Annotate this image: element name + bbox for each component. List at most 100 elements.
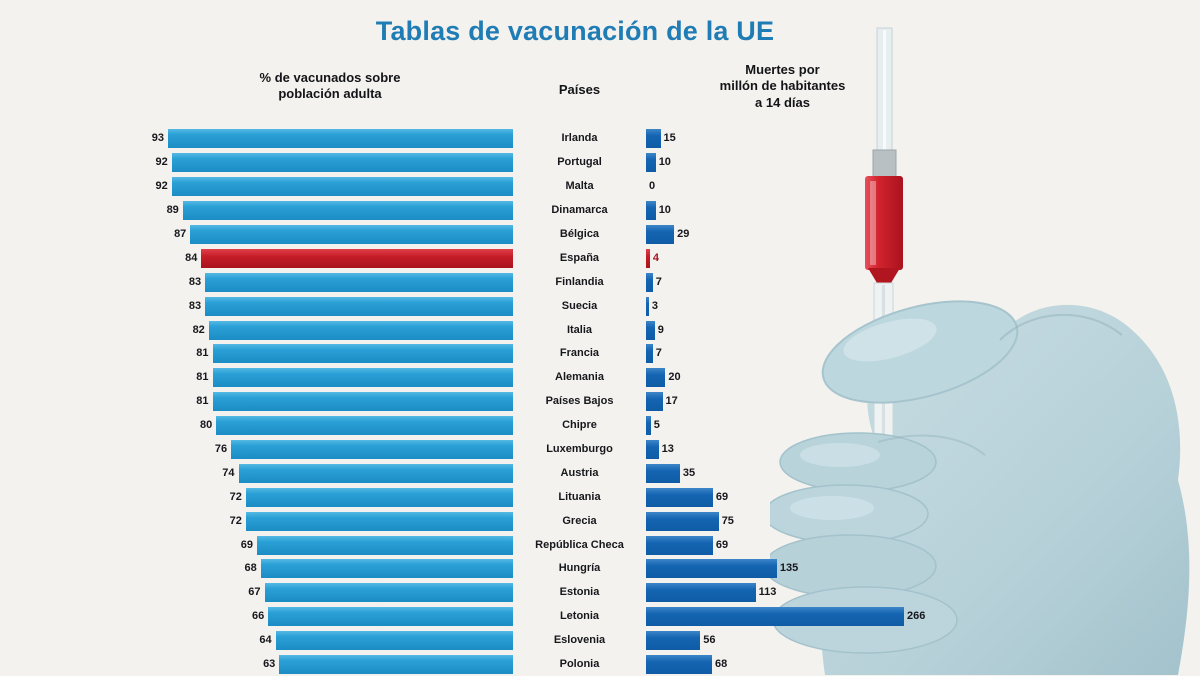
vaccination-value: 84 xyxy=(185,251,198,264)
chart-row: 92 Malta 0 xyxy=(148,175,948,199)
deaths-bar xyxy=(646,368,666,388)
chart-row: 68 Hungría 135 xyxy=(148,557,948,581)
chart-row: 66 Letonia 266 xyxy=(148,605,948,629)
vaccination-value: 72 xyxy=(229,490,242,503)
chart-row: 82 Italia 9 xyxy=(148,318,948,342)
vaccination-bar xyxy=(245,511,513,531)
vaccination-value: 83 xyxy=(188,299,202,312)
deaths-bar xyxy=(646,559,777,579)
deaths-value: 15 xyxy=(663,132,676,145)
glove-fingers xyxy=(770,300,1123,654)
vaccination-bar xyxy=(264,583,513,603)
country-label: España xyxy=(559,251,600,264)
vaccination-value: 80 xyxy=(199,419,213,432)
deaths-value: 35 xyxy=(682,466,696,479)
country-label: Italia xyxy=(566,323,593,336)
deaths-value: 10 xyxy=(658,204,671,217)
vaccination-value: 63 xyxy=(263,658,276,671)
country-label: Luxemburgo xyxy=(546,443,613,456)
deaths-bar xyxy=(646,153,656,173)
country-label: Malta xyxy=(565,180,594,193)
vaccination-bar xyxy=(190,225,513,244)
deaths-value: 13 xyxy=(661,443,674,456)
chart-row: 81 Francia 7 xyxy=(148,342,948,366)
vaccination-bar xyxy=(168,129,513,149)
country-label: Polonia xyxy=(559,658,600,671)
chart-row: 81 Países Bajos 17 xyxy=(148,390,948,414)
deaths-bar xyxy=(646,607,904,627)
vaccination-bar xyxy=(260,559,513,579)
syringe-barrel-liquid xyxy=(865,176,903,270)
deaths-value: 69 xyxy=(715,490,729,503)
chart-row: 67 Estonia 113 xyxy=(148,581,948,605)
vaccination-bar xyxy=(231,440,513,460)
deaths-value: 3 xyxy=(651,299,659,312)
chart-row: 87 Bélgica 29 xyxy=(148,223,948,247)
deaths-bar xyxy=(646,201,656,221)
vaccination-bar xyxy=(212,392,513,412)
vaccination-value: 81 xyxy=(196,347,209,360)
country-label: Austria xyxy=(560,466,599,479)
chart-row: 74 Austria 35 xyxy=(148,461,948,485)
deaths-bar xyxy=(646,225,675,244)
deaths-bar xyxy=(646,344,653,364)
vaccination-bar xyxy=(182,201,513,221)
deaths-bar xyxy=(646,272,653,292)
country-label: Grecia xyxy=(562,514,597,527)
deaths-bar xyxy=(646,296,649,316)
deaths-value: 75 xyxy=(721,514,734,527)
deaths-bar xyxy=(646,631,701,651)
deaths-value: 20 xyxy=(668,371,681,384)
country-label: Letonia xyxy=(559,610,600,623)
deaths-value: 29 xyxy=(677,228,690,240)
vaccination-value: 72 xyxy=(229,514,242,527)
deaths-bar xyxy=(646,416,651,436)
deaths-value: 9 xyxy=(657,323,664,336)
vaccination-value: 69 xyxy=(240,538,253,551)
country-label: Bélgica xyxy=(559,228,600,240)
deaths-bar xyxy=(646,655,712,675)
deaths-value: 69 xyxy=(715,538,729,551)
vaccination-bar xyxy=(212,368,513,388)
deaths-value: 7 xyxy=(655,275,662,288)
hand-holding-syringe-illustration xyxy=(770,27,1190,675)
vaccination-bar xyxy=(171,177,513,197)
right-chart-header: Muertes por millón de habitantes a 14 dí… xyxy=(719,62,846,110)
deaths-bar xyxy=(646,440,659,460)
chart-row: 93 Irlanda 15 xyxy=(148,127,948,151)
country-label: Estonia xyxy=(559,586,600,599)
vaccination-bar xyxy=(268,607,513,627)
chart-row: 69 República Checa 69 xyxy=(148,533,948,557)
chart-row: 92 Portugal 10 xyxy=(148,151,948,175)
vaccination-value: 93 xyxy=(151,132,164,145)
country-label: Irlanda xyxy=(561,132,598,145)
deaths-value: 17 xyxy=(665,395,678,408)
vaccination-value: 64 xyxy=(259,634,272,647)
country-label: Francia xyxy=(559,347,600,360)
deaths-value: 56 xyxy=(703,634,716,647)
vaccination-bar xyxy=(238,463,513,483)
deaths-bar xyxy=(646,320,655,340)
chart-row: 83 Finlandia 7 xyxy=(148,270,948,294)
deaths-value: 68 xyxy=(715,658,728,671)
deaths-value: 113 xyxy=(758,586,777,599)
deaths-bar xyxy=(646,248,650,268)
vaccination-value: 87 xyxy=(174,228,187,240)
vaccination-value: 81 xyxy=(196,371,209,384)
chart-row: 84 España 4 xyxy=(148,246,948,270)
deaths-value: 135 xyxy=(779,562,799,575)
chart-row: 63 Polonia 68 xyxy=(148,653,948,676)
vaccination-value: 67 xyxy=(248,586,261,599)
deaths-bar xyxy=(646,392,663,412)
page-title: Tablas de vacunación de la UE xyxy=(375,16,775,46)
deaths-value: 7 xyxy=(655,347,662,360)
country-label: República Checa xyxy=(535,538,624,551)
deaths-value: 10 xyxy=(658,156,671,169)
country-label: Países Bajos xyxy=(545,395,614,408)
vaccination-bar xyxy=(208,320,513,340)
vaccination-value: 82 xyxy=(192,323,205,336)
country-label: Lituania xyxy=(558,490,601,503)
vaccination-bar-highlight xyxy=(201,248,513,268)
deaths-bar xyxy=(646,583,756,603)
deaths-value: 5 xyxy=(653,419,660,432)
